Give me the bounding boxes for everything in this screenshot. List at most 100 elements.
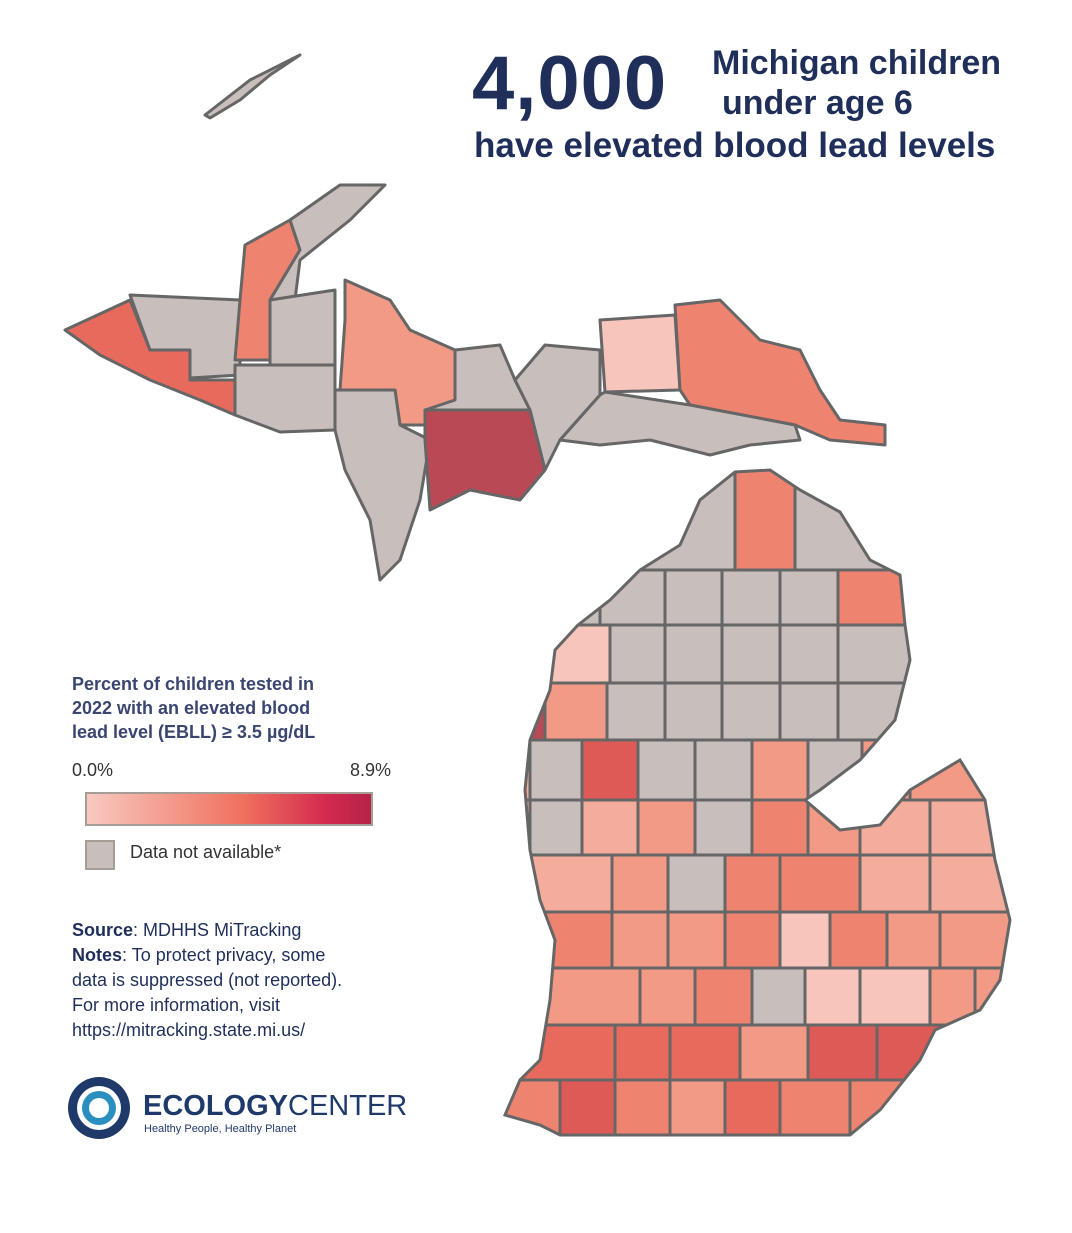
county (693, 966, 754, 1027)
headline-line: have elevated blood lead levels (474, 126, 996, 165)
county (858, 853, 932, 914)
county (423, 408, 547, 512)
county (778, 853, 862, 914)
source-line: Source: MDHHS MiTracking (72, 918, 342, 943)
lower-peninsula-outline (502, 468, 1012, 1137)
notes-line: https://mitracking.state.mi.us/ (72, 1020, 306, 1040)
county (505, 910, 532, 970)
county (750, 738, 810, 802)
county (558, 390, 802, 457)
county (858, 966, 932, 1027)
county (973, 966, 1010, 1027)
county (828, 910, 889, 970)
county (505, 966, 532, 1027)
notes-line: data is suppressed (not reported). (72, 970, 343, 990)
county (733, 470, 797, 572)
county (505, 623, 552, 685)
county (598, 470, 737, 572)
headline-line: under age 6 (722, 84, 913, 122)
county (668, 1078, 727, 1135)
county (613, 1023, 672, 1082)
county (608, 623, 667, 685)
county (778, 568, 840, 627)
county (528, 738, 584, 802)
notes-line: Notes: To protect privacy, some (72, 943, 342, 968)
county (778, 681, 840, 742)
county (268, 183, 387, 302)
county (723, 910, 782, 970)
county (793, 470, 912, 572)
county (505, 681, 547, 742)
county (598, 313, 682, 394)
logo-wordmark: ECOLOGYCENTER (143, 1090, 407, 1123)
source-text: : MDHHS MiTracking (133, 920, 302, 940)
county (928, 853, 1010, 914)
county (580, 798, 640, 857)
county (928, 798, 1010, 857)
county (908, 738, 1010, 802)
county (505, 853, 532, 914)
legend-gradient (85, 792, 373, 826)
county (548, 623, 612, 685)
county (848, 1078, 1010, 1135)
county (806, 1023, 879, 1082)
county (803, 966, 862, 1027)
county (613, 1078, 672, 1135)
county (938, 910, 1010, 970)
county (778, 1078, 852, 1135)
county (723, 1078, 782, 1135)
county (505, 568, 602, 627)
county (528, 798, 584, 857)
county (668, 1023, 742, 1082)
legend-title-line: Percent of children tested in (72, 674, 315, 694)
legend-max: 8.9% (350, 760, 392, 780)
logo-word: ECOLOGY (143, 1090, 289, 1122)
county (505, 1023, 522, 1082)
county (528, 853, 614, 914)
county (558, 1078, 617, 1135)
legend-title-line: lead level (EBLL) ≥ 3.5 µg/dL (72, 722, 316, 742)
county (636, 798, 697, 857)
source-label: Source (72, 920, 134, 940)
county (543, 681, 609, 742)
legend-title: Percent of children tested in 2022 with … (72, 672, 315, 744)
county (693, 798, 754, 857)
county (233, 363, 337, 434)
legend-na-label: Data not available* (130, 842, 282, 862)
county (836, 623, 912, 685)
logo-word: CENTER (288, 1090, 408, 1122)
legend-min: 0.0% (72, 760, 114, 780)
county (505, 798, 532, 857)
legend-title-line: 2022 with an elevated blood (72, 698, 311, 718)
legend-na-swatch (85, 840, 115, 870)
county (268, 288, 337, 367)
county (875, 1023, 1010, 1082)
notes: Source: MDHHS MiTracking Notes: To prote… (72, 918, 342, 1043)
headline-line: Michigan children (712, 44, 1002, 82)
county (778, 623, 840, 685)
county (663, 681, 724, 742)
county (580, 738, 640, 802)
county (666, 910, 727, 970)
county (750, 966, 807, 1027)
county (333, 388, 432, 582)
county (663, 623, 724, 685)
county (610, 853, 670, 914)
notes-text: : To protect privacy, some (122, 945, 326, 965)
county (720, 623, 782, 685)
logo-icon (68, 1077, 130, 1139)
county (720, 568, 782, 627)
county (836, 681, 912, 742)
county (738, 1023, 810, 1082)
notes-line: For more information, visit (72, 995, 281, 1015)
county (693, 738, 754, 802)
county (480, 1080, 500, 1135)
county (518, 1023, 617, 1082)
county (528, 910, 614, 970)
county (720, 681, 782, 742)
headline-number: 4,000 (472, 41, 668, 126)
logo-tagline: Healthy People, Healthy Planet (144, 1123, 297, 1135)
county (666, 853, 727, 914)
